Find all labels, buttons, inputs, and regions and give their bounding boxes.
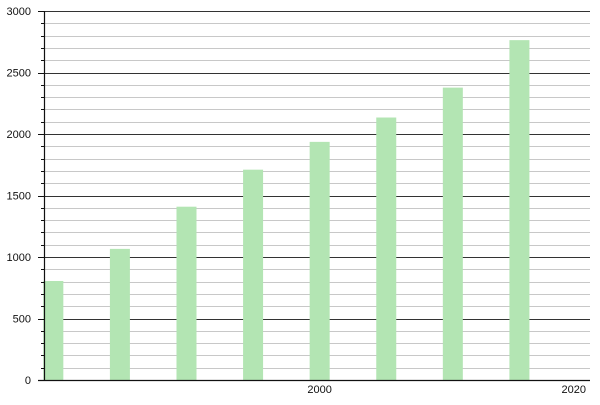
x-tick-label: 2020 xyxy=(562,384,586,396)
y-tick-label: 3000 xyxy=(7,6,31,18)
y-tick-label: 0 xyxy=(25,375,31,387)
bar xyxy=(309,141,330,380)
y-tick-label: 2500 xyxy=(7,68,31,80)
bar xyxy=(243,169,264,380)
bar xyxy=(376,117,397,380)
y-tick-label: 500 xyxy=(13,314,31,326)
bar xyxy=(509,40,530,380)
bar xyxy=(176,206,197,380)
bars xyxy=(43,40,530,380)
bar xyxy=(43,280,64,380)
tick-labels: 0 500 1000 1500 2000 2500 3000 2000 2020 xyxy=(7,6,586,396)
axes xyxy=(38,11,590,382)
x-tick-label: 2000 xyxy=(307,384,331,396)
y-tick-label: 1000 xyxy=(7,252,31,264)
y-tick-label: 1500 xyxy=(7,191,31,203)
bar xyxy=(442,87,463,380)
bar xyxy=(109,248,130,380)
y-tick-label: 2000 xyxy=(7,129,31,141)
